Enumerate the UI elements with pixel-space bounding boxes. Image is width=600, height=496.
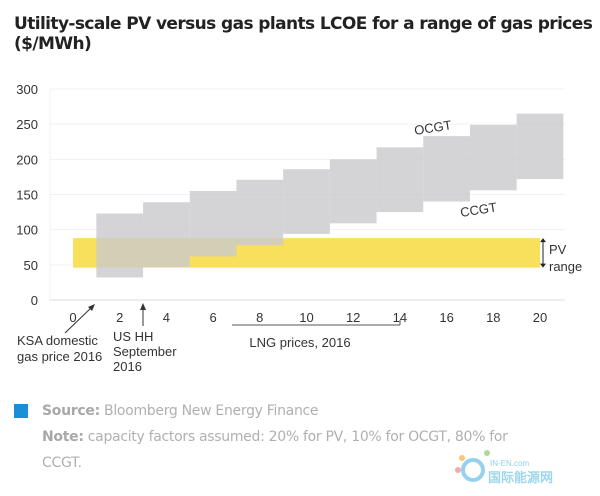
y-tick-label: 100 [16,223,38,238]
ksa-annotation: gas price 2016 [17,349,102,364]
gas-lcoe-block [516,113,564,180]
x-tick-label: 2 [116,310,123,325]
watermark-dot-icon [484,450,490,456]
source-label: Source: [42,403,100,419]
us-hh-annotation: US HH [113,329,153,344]
y-tick-label: 50 [24,258,38,273]
watermark-dot-icon [455,467,461,473]
us-hh-arrow-icon [140,303,146,310]
gas-lcoe-block [329,159,377,224]
y-tick-label: 250 [16,117,38,132]
ksa-pointer-line [64,306,93,334]
pv-label: PV [549,242,567,257]
us-hh-annotation: September [113,344,177,359]
gas-lcoe-block [236,179,284,246]
x-tick-label: 20 [533,310,547,325]
watermark-logo-icon [461,458,485,482]
gas-lcoe-block [189,190,237,257]
y-tick-label: 200 [16,152,38,167]
title-line: Utility-scale PV versus gas plants LCOE … [14,14,593,34]
y-tick-label: 0 [31,293,38,308]
ccgt-label: CCGT [459,199,498,220]
note-label: Note: [42,429,84,445]
note-text: capacity factors assumed: 20% for PV, 10… [83,429,508,445]
y-tick-label: 150 [16,188,38,203]
gas-lcoe-block [376,147,424,213]
gas-lcoe-block [283,169,330,234]
ksa-annotation: KSA domestic [17,333,98,348]
note-line: Note: capacity factors assumed: 20% for … [42,429,508,445]
x-tick-label: 4 [163,310,170,325]
subtitle-line: ($/MWh) [14,34,92,54]
x-tick-label: 10 [299,310,313,325]
x-tick-label: 12 [346,310,360,325]
watermark-dot-icon [459,455,465,461]
x-tick-label: 16 [439,310,453,325]
x-tick-label: 14 [393,310,407,325]
watermark-text: IN-EN.com [490,459,529,468]
range-label: range [549,259,582,274]
x-tick-label: 6 [209,310,216,325]
ksa-arrow-icon [88,304,95,311]
gas-lcoe-block [96,213,144,278]
gas-lcoe-block [143,202,190,267]
us-hh-annotation: 2016 [113,359,142,374]
ocgt-label: OCGT [413,117,452,138]
x-tick-label: 18 [486,310,500,325]
y-tick-label: 300 [16,82,38,97]
gas-lcoe-block [423,136,470,202]
chart-title: Utility-scale PV versus gas plants LCOE … [14,14,594,54]
x-tick-label: 0 [69,310,76,325]
source-text: Bloomberg New Energy Finance [99,403,319,419]
x-tick-label: 8 [256,310,263,325]
note-text-2: CCGT. [42,455,82,471]
source-marker-icon [14,404,28,418]
gas-lcoe-block [469,124,517,191]
lng-annotation: LNG prices, 2016 [249,335,350,350]
source-line: Source: Bloomberg New Energy Finance [42,403,319,419]
watermark-text: 国际能源网 [488,470,553,486]
